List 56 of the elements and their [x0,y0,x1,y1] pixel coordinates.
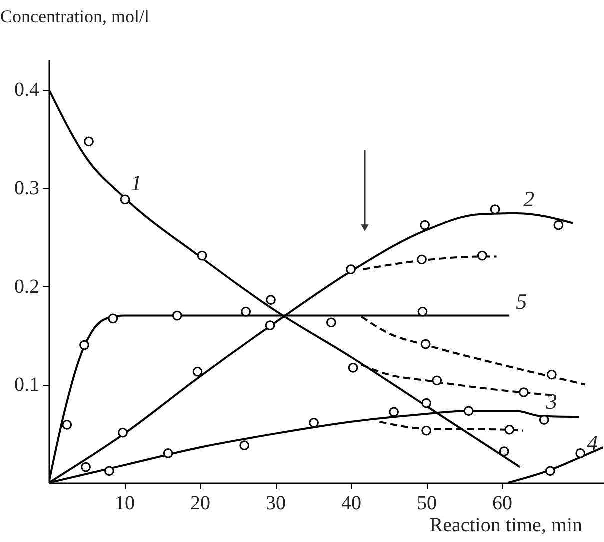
point [490,204,500,214]
x-tick-label: 60 [492,492,513,514]
point [554,220,564,230]
point [499,446,510,456]
point [420,220,430,230]
point [418,306,428,317]
point [309,418,319,428]
x-tick-label: 40 [342,492,362,514]
point [389,407,400,418]
point [519,388,529,398]
point [241,306,252,317]
point [477,250,488,261]
x-tick-label: 10 [115,492,136,514]
point [464,406,474,416]
point [240,440,250,451]
y-tick-label: 0.2 [14,276,40,298]
point [546,370,557,380]
point [265,320,276,331]
point [539,415,550,425]
annotation: 2 [524,186,535,212]
point [504,424,515,435]
point [197,250,208,261]
annotation: 5 [516,288,528,314]
annotation: 1 [131,170,142,196]
point [266,295,276,305]
annotation: 4 [587,430,598,456]
point [326,318,336,328]
y-tick-label: 0.1 [14,374,40,396]
y-tick-label: 0.3 [14,177,40,200]
point [576,448,586,458]
point [118,428,128,438]
point [420,339,431,350]
point [104,466,114,476]
point [62,420,72,430]
point [120,194,130,205]
y-axis-title: Concentration, mol/l [0,6,150,26]
x-tick-label: 30 [266,492,286,514]
x-tick-label: 50 [417,492,438,514]
point [192,366,203,377]
point [80,340,90,350]
point [163,448,174,458]
point [346,264,356,274]
point [417,254,427,265]
point [84,136,94,147]
y-tick-label: 0.4 [14,79,40,102]
x-axis-title: Reaction time, min [430,514,582,536]
point [545,466,556,476]
point [172,310,182,321]
point [348,362,358,373]
point [422,426,432,436]
point [81,462,91,472]
annotation: 3 [545,389,558,414]
x-tick-label: 20 [190,492,211,514]
point [108,314,118,324]
point [422,398,432,408]
point [432,376,442,386]
